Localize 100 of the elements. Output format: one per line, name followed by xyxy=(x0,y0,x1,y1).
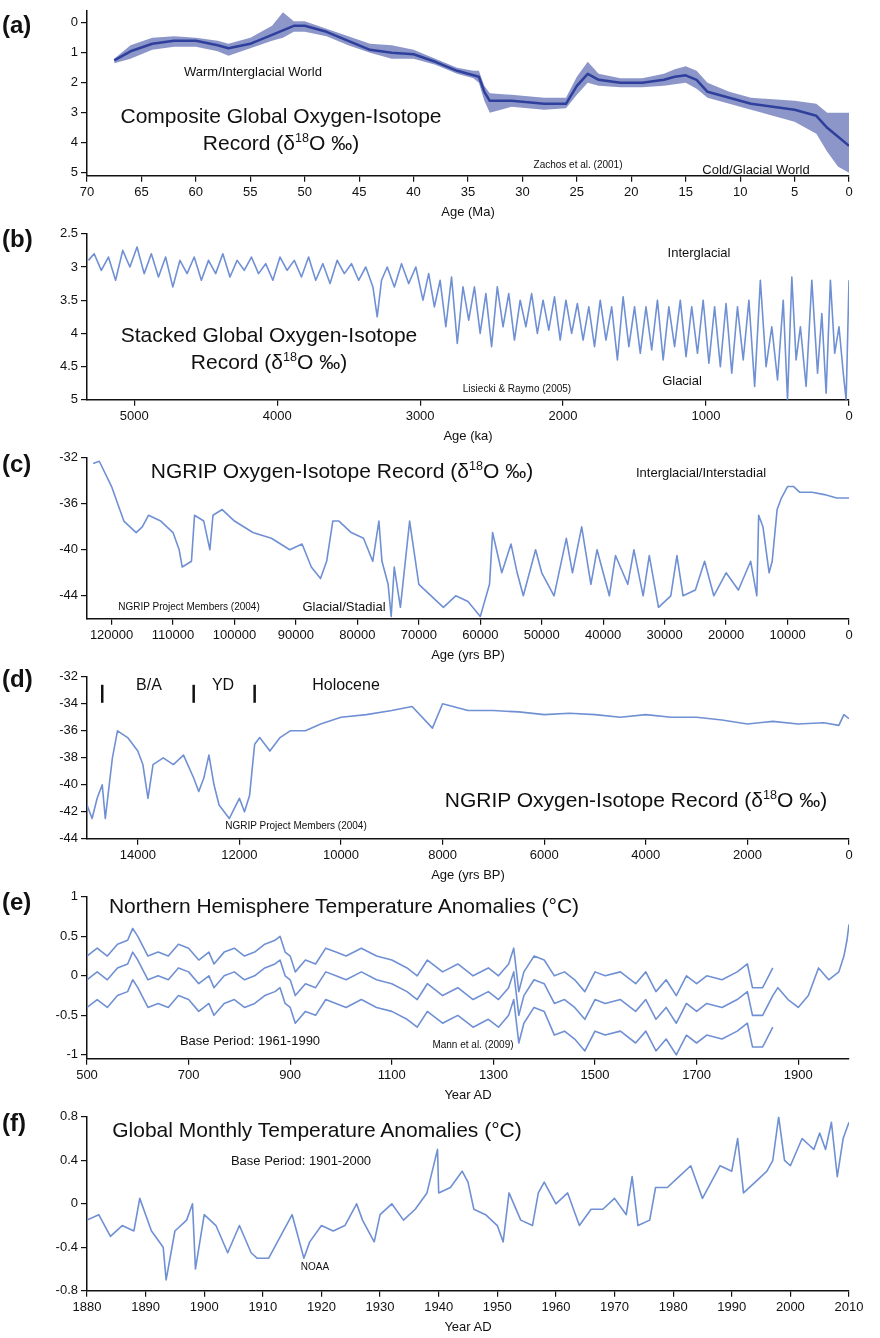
text: (f) xyxy=(2,1108,26,1138)
y-tick-label: 5 xyxy=(70,164,78,180)
y-tick-label: -44 xyxy=(59,587,78,603)
x-tick-label: 60 xyxy=(188,184,204,200)
annotation: Zachos et al. (2001) xyxy=(533,158,623,172)
y-tick-label: 4 xyxy=(70,324,78,340)
y-tick-label: 2 xyxy=(70,74,78,90)
x-tick-label: 900 xyxy=(279,1067,302,1083)
x-tick-label: 10000 xyxy=(769,627,806,643)
x-tick-label: 70 xyxy=(79,184,95,200)
annotation: NGRIP Project Members (2004) xyxy=(118,600,260,614)
x-tick-label: 1910 xyxy=(248,1299,278,1315)
x-tick-label: 1900 xyxy=(783,1067,813,1083)
y-tick-label: 0 xyxy=(70,14,78,30)
annotation: Lisiecki & Raymo (2005) xyxy=(462,382,572,396)
x-tick-label: 60000 xyxy=(462,627,499,643)
y-tick-label: -44 xyxy=(59,830,78,846)
x-tick-label: 80000 xyxy=(339,627,376,643)
x-tick-label: 1950 xyxy=(482,1299,512,1315)
text: NGRIP Oxygen-Isotope Record (δ$^{18}$O ‰) xyxy=(443,787,829,813)
x-axis-title: Age (ka) xyxy=(443,427,493,443)
annotation: Interglacial xyxy=(667,244,731,262)
x-tick-label: 10 xyxy=(732,184,748,200)
y-tick-label: -36 xyxy=(59,722,78,738)
x-tick-label: 50000 xyxy=(523,627,560,643)
annotation: NOAA xyxy=(300,1260,330,1274)
annotation: Mann et al. (2009) xyxy=(432,1038,514,1052)
x-tick-label: 12000 xyxy=(221,847,258,863)
annotation: Warm/Interglacial World xyxy=(184,63,322,81)
x-tick-label: 35 xyxy=(460,184,476,200)
y-tick-label: -0.5 xyxy=(55,1006,78,1022)
y-tick-label: -0.4 xyxy=(55,1238,78,1254)
x-tick-label: 1900 xyxy=(189,1299,219,1315)
x-axis-title: Age (yrs BP) xyxy=(431,646,505,662)
x-tick-label: 30000 xyxy=(646,627,683,643)
x-axis-title: Age (Ma) xyxy=(441,203,495,219)
annotation: Base Period: 1961-1990 xyxy=(179,1032,321,1050)
chart-title: Northern Hemisphere Temperature Anomalies (°C) xyxy=(108,894,580,917)
y-tick-label: 4 xyxy=(70,134,78,150)
x-tick-label: 6000 xyxy=(529,847,559,863)
chart-title: NGRIP Oxygen-Isotope Record (δ$^{18}$O ‰) xyxy=(150,459,534,482)
x-tick-label: 20 xyxy=(624,184,639,200)
x-axis-title: Age (yrs BP) xyxy=(431,866,505,882)
x-tick-label: 2010 xyxy=(834,1299,864,1315)
x-tick-label: 0 xyxy=(845,184,853,200)
y-tick-label: -36 xyxy=(59,495,78,511)
chart-title: Global Monthly Temperature Anomalies (°C) xyxy=(112,1118,522,1141)
x-tick-label: 45 xyxy=(351,184,367,200)
y-tick-label: 3 xyxy=(70,104,78,120)
x-tick-label: 20000 xyxy=(708,627,745,643)
text: (e) xyxy=(2,887,32,917)
annotation: Cold/Glacial World xyxy=(702,161,810,179)
x-tick-label: 5 xyxy=(790,184,799,200)
y-tick-label: 3 xyxy=(70,258,78,274)
x-axis-title: Year AD xyxy=(444,1086,492,1102)
y-tick-label: 4.5 xyxy=(59,358,78,374)
y-tick-label: 0.8 xyxy=(59,1108,78,1124)
y-tick-label: 3.5 xyxy=(59,291,78,307)
x-tick-label: 120000 xyxy=(89,627,134,643)
y-tick-label: -0.8 xyxy=(55,1282,78,1298)
annotation: Interglacial/Interstadial xyxy=(635,464,767,482)
x-tick-label: 90000 xyxy=(277,627,315,643)
annotation: B/A xyxy=(136,675,162,695)
text: (b) xyxy=(2,224,33,254)
x-tick-label: 1990 xyxy=(717,1299,747,1315)
x-tick-label: 0 xyxy=(845,627,853,643)
x-axis-title: Year AD xyxy=(444,1318,492,1334)
y-tick-label: -32 xyxy=(59,668,78,684)
x-tick-label: 70000 xyxy=(400,627,437,643)
x-tick-label: 4000 xyxy=(631,847,661,863)
x-tick-label: 15 xyxy=(678,184,693,200)
x-tick-label: 1930 xyxy=(365,1299,395,1315)
annotation: Base Period: 1901-2000 xyxy=(230,1152,372,1170)
x-tick-label: 0 xyxy=(845,847,853,863)
y-tick-label: 0.4 xyxy=(59,1151,78,1167)
x-tick-label: 8000 xyxy=(428,847,458,863)
x-tick-label: 1880 xyxy=(72,1299,102,1315)
x-tick-label: 40000 xyxy=(585,627,622,643)
x-tick-label: 2000 xyxy=(548,408,578,424)
x-tick-label: 1980 xyxy=(658,1299,688,1315)
text: Stacked Global Oxygen-Isotope Record (δ$^{18}$O ‰) xyxy=(119,322,419,376)
x-tick-label: 2000 xyxy=(775,1299,805,1315)
annotation: NGRIP Project Members (2004) xyxy=(225,819,367,833)
text: (a) xyxy=(2,10,32,40)
x-tick-label: 1970 xyxy=(600,1299,629,1315)
y-tick-label: 0.5 xyxy=(59,927,78,943)
x-tick-label: 50 xyxy=(297,184,312,200)
y-tick-label: -1 xyxy=(66,1046,78,1062)
x-tick-label: 14000 xyxy=(119,847,156,863)
x-tick-label: 500 xyxy=(76,1067,98,1083)
x-tick-label: 1000 xyxy=(691,408,721,424)
x-tick-label: 1940 xyxy=(424,1299,454,1315)
x-tick-label: 30 xyxy=(515,184,530,200)
y-tick-label: 1 xyxy=(70,888,78,904)
x-tick-label: 1960 xyxy=(541,1299,571,1315)
x-tick-label: 1890 xyxy=(131,1299,161,1315)
annotation: Holocene xyxy=(312,675,380,695)
x-tick-label: 1920 xyxy=(307,1299,336,1315)
x-tick-label: 100000 xyxy=(212,627,257,643)
y-tick-label: -40 xyxy=(59,541,78,557)
